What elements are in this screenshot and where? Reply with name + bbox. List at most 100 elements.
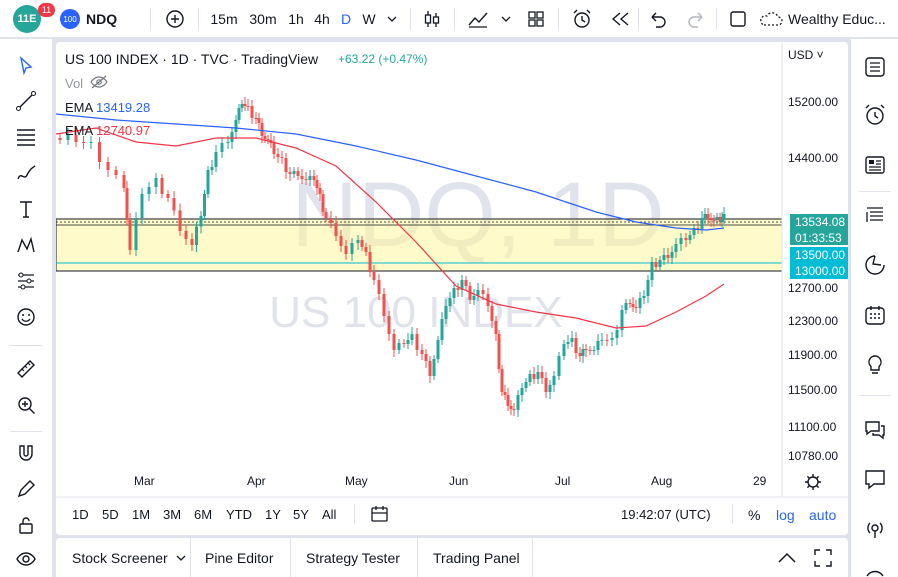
newspaper-icon <box>865 156 885 174</box>
divider <box>859 395 891 396</box>
icons-tool[interactable] <box>8 299 44 335</box>
ideas-button[interactable] <box>857 347 893 383</box>
watchlist-button[interactable] <box>857 49 893 85</box>
range-1m[interactable]: 1M <box>132 507 151 522</box>
utc-clock[interactable]: 19:42:07 (UTC) <box>621 507 711 522</box>
lock-drawings-tool[interactable] <box>8 507 44 543</box>
alerts-button[interactable] <box>857 97 893 133</box>
candle-body <box>410 334 414 340</box>
candle-body <box>210 167 214 170</box>
interval-1h[interactable]: 1h <box>288 11 304 27</box>
candle-body <box>250 106 254 118</box>
range-6m[interactable]: 6M <box>194 507 213 522</box>
messages-button[interactable] <box>857 461 893 497</box>
interval-15m[interactable]: 15m <box>210 11 238 27</box>
ema-slow-line <box>56 127 725 329</box>
symbol-title[interactable]: US 100 INDEX · 1D · TVC · TradingView <box>65 51 319 67</box>
cursor-tool[interactable] <box>8 47 44 83</box>
date-range-calendar-icon[interactable] <box>370 505 390 523</box>
range-1y[interactable]: 1Y <box>265 507 281 522</box>
percent-scale-toggle[interactable]: % <box>748 507 761 523</box>
collapse-panel-button[interactable] <box>778 538 796 577</box>
symbol-logo-icon: 100 <box>60 9 80 29</box>
layouts-button[interactable] <box>522 0 550 38</box>
ema-slow-label[interactable]: EMA <box>65 123 94 138</box>
candle-body <box>214 152 218 167</box>
candle-body <box>284 158 288 172</box>
replay-button[interactable] <box>606 0 634 38</box>
maximize-panel-button[interactable] <box>814 538 832 577</box>
price-chart[interactable]: NDQ, 1D US 100 INDEX 15200.00 14400.00 1… <box>56 42 848 535</box>
top-toolbar: 11E 11 100 NDQ 15m 30m 1h 4h D W <box>0 0 898 38</box>
candle-body <box>715 217 719 220</box>
calendar-button[interactable] <box>857 297 893 333</box>
streams-button[interactable] <box>857 511 893 547</box>
redo-button[interactable] <box>682 0 710 38</box>
news-button[interactable] <box>857 147 893 183</box>
magnet-tool[interactable] <box>8 435 44 471</box>
range-5d[interactable]: 5D <box>102 507 119 522</box>
chats-button[interactable] <box>857 411 893 447</box>
indicators-dropdown[interactable] <box>496 0 516 38</box>
compare-add-button[interactable] <box>162 0 188 38</box>
eye-icon <box>16 552 36 566</box>
candle-body <box>588 350 592 351</box>
undo-icon <box>651 12 666 28</box>
interval-4h[interactable]: 4h <box>314 11 330 27</box>
eye-off-icon[interactable] <box>90 75 108 89</box>
range-1d[interactable]: 1D <box>72 507 89 522</box>
divider <box>454 8 455 30</box>
volume-label[interactable]: Vol <box>65 76 84 91</box>
user-avatar[interactable]: 11E 11 <box>8 0 55 38</box>
hide-drawings-tool[interactable] <box>8 541 44 577</box>
hotlist-icon <box>865 255 885 275</box>
fib-tool[interactable] <box>8 119 44 155</box>
hotlists-button[interactable] <box>857 247 893 283</box>
range-all[interactable]: All <box>322 507 337 522</box>
trend-line-tool[interactable] <box>8 83 44 119</box>
signal-icon <box>866 570 884 577</box>
alert-button[interactable] <box>568 0 596 38</box>
help-button[interactable] <box>857 557 893 577</box>
candle-body <box>503 392 507 395</box>
prediction-tool[interactable] <box>8 263 44 299</box>
pattern-tool[interactable] <box>8 227 44 263</box>
chart-type-button[interactable] <box>418 0 446 38</box>
auto-scale-toggle[interactable]: auto <box>809 507 837 523</box>
candle-body <box>628 303 632 304</box>
candle-body <box>712 220 716 221</box>
stay-drawing-tool[interactable] <box>8 471 44 507</box>
tab-stock-screener[interactable]: Stock Screener <box>72 538 186 577</box>
range-ytd[interactable]: YTD <box>226 507 252 522</box>
interval-30m[interactable]: 30m <box>249 11 277 27</box>
range-3m[interactable]: 3M <box>163 507 182 522</box>
undo-button[interactable] <box>644 0 672 38</box>
indicators-button[interactable] <box>464 0 492 38</box>
countdown-label: 01:33:53 <box>790 230 848 245</box>
tab-trading-panel[interactable]: Trading Panel <box>433 549 520 566</box>
log-scale-toggle[interactable]: log <box>776 507 795 523</box>
account-layout-button[interactable]: Wealthy Educ... <box>758 0 894 38</box>
measure-tool[interactable] <box>8 351 44 387</box>
tab-strategy-tester[interactable]: Strategy Tester <box>306 549 400 566</box>
tab-pine-editor[interactable]: Pine Editor <box>205 549 274 566</box>
price-tick: 14400.00 <box>788 151 838 165</box>
candle-body <box>536 372 540 379</box>
currency-selector[interactable]: USD ˅ <box>788 48 824 62</box>
fullscreen-button[interactable] <box>724 0 752 38</box>
interval-d[interactable]: D <box>340 11 352 27</box>
level-13500-label: 13500.00 <box>790 247 848 263</box>
brush-tool[interactable] <box>8 155 44 191</box>
interval-dropdown[interactable] <box>382 0 402 38</box>
zoom-tool[interactable] <box>8 387 44 423</box>
range-5y[interactable]: 5Y <box>293 507 309 522</box>
chart-settings-gear-icon[interactable] <box>805 474 821 490</box>
chart-pane[interactable]: NDQ, 1D US 100 INDEX 15200.00 14400.00 1… <box>56 42 848 535</box>
ruler-icon <box>17 360 35 378</box>
ema-fast-label[interactable]: EMA <box>65 100 94 115</box>
data-window-button[interactable] <box>857 197 893 233</box>
interval-w[interactable]: W <box>362 11 376 27</box>
candle-body <box>516 395 520 410</box>
symbol-search-button[interactable]: 100 NDQ <box>60 0 130 38</box>
text-tool[interactable] <box>8 191 44 227</box>
